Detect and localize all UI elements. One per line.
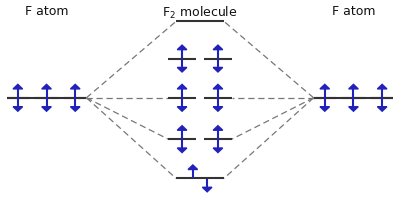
Polygon shape [349,84,358,89]
Polygon shape [202,187,212,192]
Polygon shape [213,45,223,50]
Polygon shape [377,107,387,111]
Polygon shape [320,84,330,89]
Polygon shape [320,107,330,111]
Polygon shape [177,84,187,89]
Polygon shape [70,107,80,111]
Polygon shape [213,107,223,111]
Text: $\mathrm{F_2}$ molecule: $\mathrm{F_2}$ molecule [162,5,238,21]
Polygon shape [13,84,23,89]
Polygon shape [177,67,187,72]
Polygon shape [213,84,223,89]
Polygon shape [213,148,223,152]
Text: F atom: F atom [332,5,375,18]
Polygon shape [349,107,358,111]
Polygon shape [377,84,387,89]
Text: F atom: F atom [25,5,68,18]
Polygon shape [70,84,80,89]
Polygon shape [188,165,198,170]
Polygon shape [177,45,187,50]
Polygon shape [177,148,187,152]
Polygon shape [42,84,51,89]
Polygon shape [13,107,23,111]
Polygon shape [177,126,187,130]
Polygon shape [213,67,223,72]
Polygon shape [177,107,187,111]
Polygon shape [42,107,51,111]
Polygon shape [213,126,223,130]
